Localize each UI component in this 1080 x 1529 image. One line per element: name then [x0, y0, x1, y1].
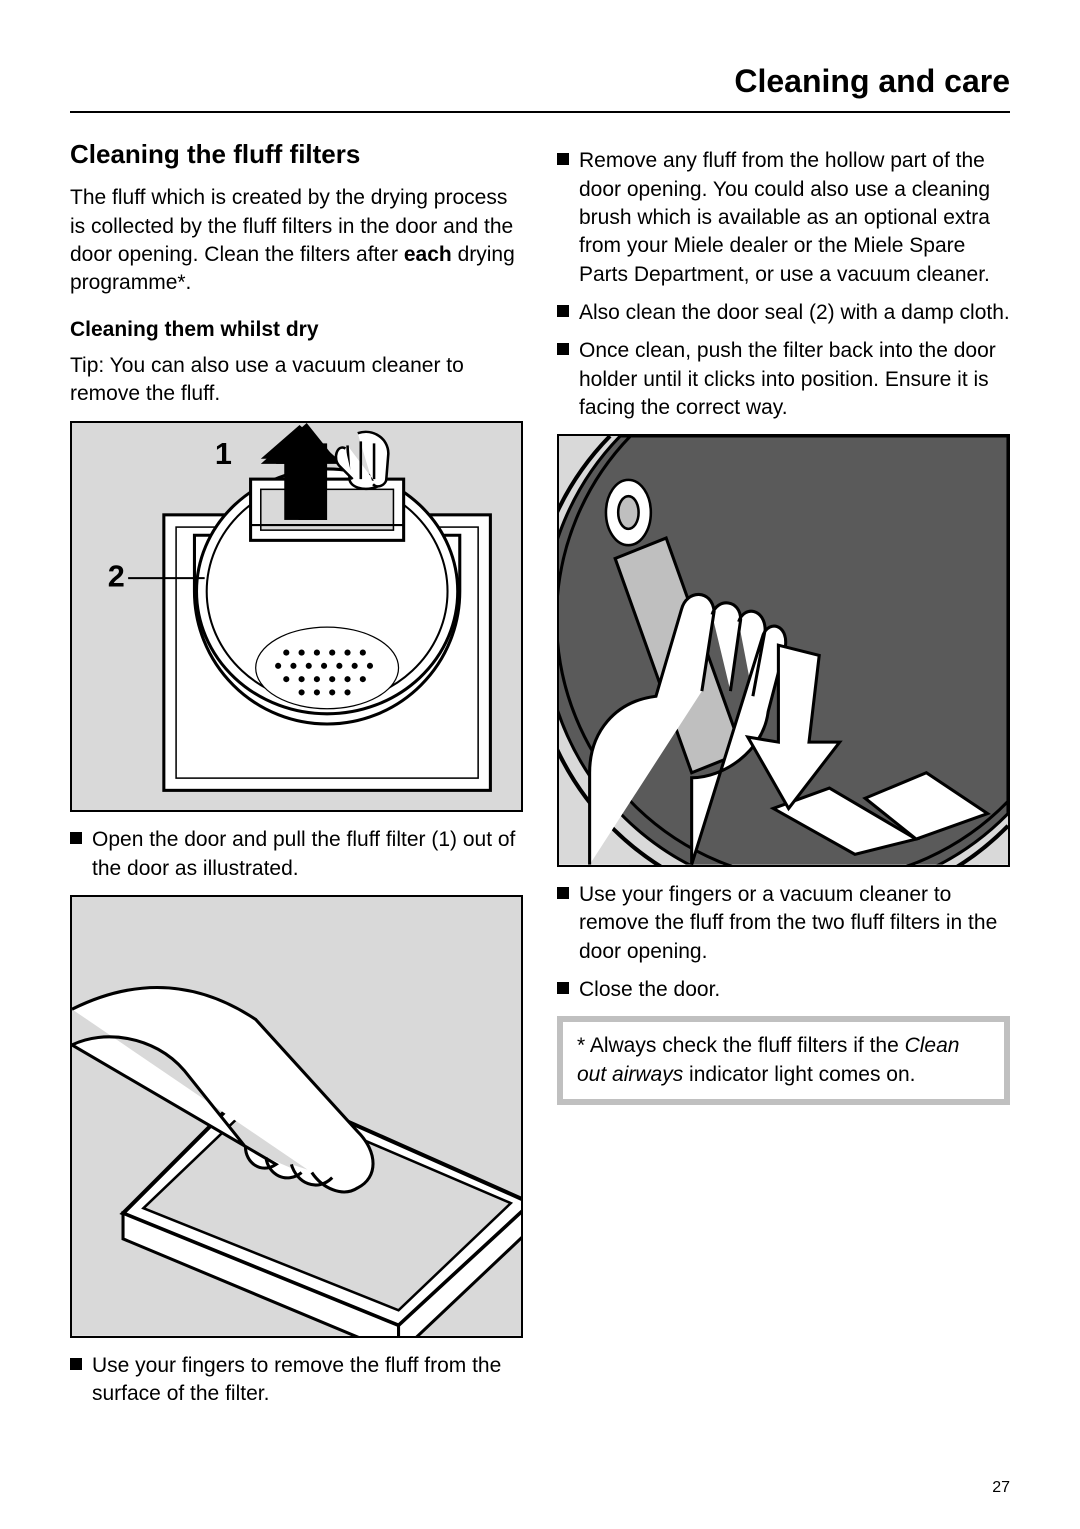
note-a: * Always check the fluff filters if the — [577, 1034, 905, 1057]
bullet-use-fingers: Use your fingers to remove the fluff fro… — [70, 1352, 523, 1409]
bullet-text: Once clean, push the filter back into th… — [579, 337, 1010, 422]
page: Cleaning and care Cleaning the fluff fil… — [0, 0, 1080, 1529]
bullet-icon — [557, 153, 569, 165]
bullet-text: Close the door. — [579, 976, 1010, 1004]
bullet-icon — [557, 982, 569, 994]
bullet-clean-seal: Also clean the door seal (2) with a damp… — [557, 299, 1010, 327]
fig1-label-2: 2 — [108, 559, 125, 593]
fig1-label-1: 1 — [215, 437, 232, 471]
columns: Cleaning the fluff filters The fluff whi… — [70, 137, 1010, 1418]
section-title: Cleaning the fluff filters — [70, 137, 523, 172]
right-column: Remove any fluff from the hollow part of… — [557, 137, 1010, 1418]
bullet-icon — [70, 832, 82, 844]
bullet-icon — [557, 305, 569, 317]
intro-paragraph: The fluff which is created by the drying… — [70, 184, 523, 297]
bullet-close-door: Close the door. — [557, 976, 1010, 1004]
bullet-text: Use your fingers to remove the fluff fro… — [92, 1352, 523, 1409]
bullet-text: Remove any fluff from the hollow part of… — [579, 147, 1010, 289]
tip-text: Tip: You can also use a vacuum cleaner t… — [70, 352, 523, 409]
bullet-icon — [70, 1358, 82, 1370]
bullet-text: Open the door and pull the fluff filter … — [92, 826, 523, 883]
figure-filter-remove: 1 2 — [70, 421, 523, 813]
bullet-icon — [557, 887, 569, 899]
page-title: Cleaning and care — [70, 60, 1010, 113]
bullet-icon — [557, 343, 569, 355]
bullet-door-filters: Use your fingers or a vacuum cleaner to … — [557, 881, 1010, 966]
note-box: * Always check the fluff filters if the … — [557, 1016, 1010, 1105]
page-number: 27 — [992, 1477, 1010, 1499]
bullet-text: Use your fingers or a vacuum cleaner to … — [579, 881, 1010, 966]
intro-bold: each — [404, 243, 452, 266]
bullet-text: Also clean the door seal (2) with a damp… — [579, 299, 1010, 327]
bullet-remove-fluff: Remove any fluff from the hollow part of… — [557, 147, 1010, 289]
figure-door-opening — [557, 434, 1010, 867]
note-b: indicator light comes on. — [683, 1063, 915, 1086]
sub-heading: Cleaning them whilst dry — [70, 316, 523, 344]
bullet-open-door: Open the door and pull the fluff filter … — [70, 826, 523, 883]
bullet-push-back: Once clean, push the filter back into th… — [557, 337, 1010, 422]
figure-wipe-filter — [70, 895, 523, 1338]
left-column: Cleaning the fluff filters The fluff whi… — [70, 137, 523, 1418]
